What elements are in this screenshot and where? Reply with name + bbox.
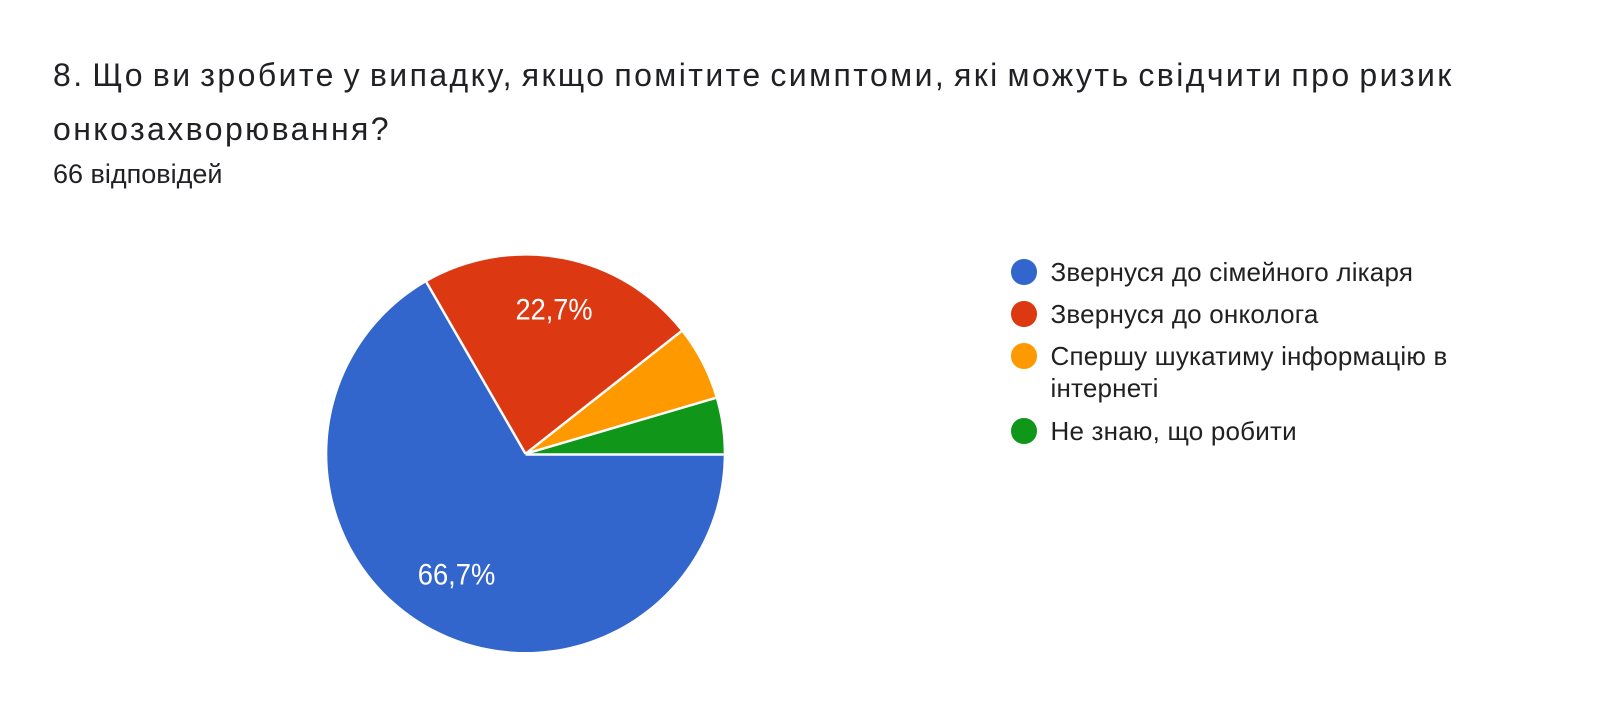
svg-text:22,7%: 22,7% [516,294,593,327]
svg-text:66,7%: 66,7% [418,559,496,592]
